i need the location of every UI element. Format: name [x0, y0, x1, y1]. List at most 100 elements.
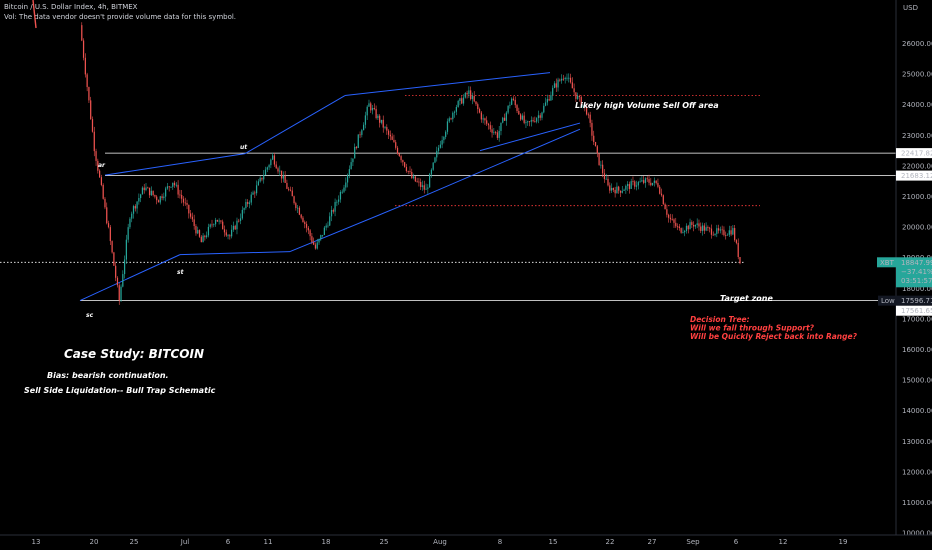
candle-body — [348, 169, 350, 175]
time-tick-label: 6 — [226, 538, 231, 546]
candle-body — [568, 77, 570, 79]
candle — [425, 183, 427, 190]
candle-body — [650, 182, 652, 186]
candle-body — [684, 230, 686, 233]
candle — [536, 117, 538, 124]
candle-body — [209, 224, 211, 227]
candle-body — [82, 40, 85, 58]
candle — [341, 189, 343, 194]
candle-body — [589, 114, 591, 123]
candle-body — [141, 187, 144, 195]
candle — [125, 234, 128, 265]
candle — [300, 213, 302, 220]
candle-body — [648, 179, 650, 183]
candle-body — [457, 100, 459, 107]
candle — [598, 153, 600, 166]
candle-body — [719, 229, 722, 231]
candle — [313, 237, 315, 246]
candle-body — [726, 234, 729, 236]
low-tag-label: Low — [881, 297, 895, 305]
candle — [470, 86, 472, 101]
candle — [200, 235, 202, 243]
candle-body — [405, 166, 408, 172]
candle — [159, 195, 161, 205]
candle — [359, 131, 361, 139]
time-tick-label: 20 — [90, 538, 99, 546]
candle — [678, 224, 680, 231]
extra-price-label: 17561.65 — [901, 307, 932, 315]
time-tick-label: Sep — [686, 538, 700, 546]
price-tick-label: 12000.00 — [902, 468, 932, 476]
candle — [225, 229, 227, 237]
candle-body — [377, 115, 379, 118]
candle-body — [669, 217, 672, 220]
candle — [568, 73, 570, 83]
candle-body — [676, 226, 679, 228]
candle — [411, 168, 413, 179]
candle — [637, 180, 639, 190]
candle — [84, 53, 86, 78]
candle-body — [321, 234, 324, 236]
candle-body — [305, 223, 308, 228]
candle-body — [138, 197, 140, 202]
candle-body — [320, 234, 322, 240]
candle-body — [544, 102, 547, 106]
candle-body — [477, 104, 479, 110]
candle — [528, 120, 531, 127]
candle-body — [230, 229, 233, 237]
candle-body — [109, 227, 111, 242]
candle-body — [577, 95, 579, 99]
candle-body — [195, 226, 197, 234]
candle — [115, 262, 117, 282]
candle-body — [625, 185, 627, 190]
candle-body — [214, 219, 217, 225]
candle — [635, 180, 638, 191]
candle — [257, 179, 260, 186]
time-tick-label: 8 — [498, 538, 502, 546]
candle — [106, 202, 108, 225]
candle-body — [382, 119, 384, 128]
candle — [457, 99, 459, 108]
candle — [430, 168, 433, 178]
candle-body — [637, 182, 639, 186]
candle — [118, 282, 120, 305]
candle — [730, 225, 732, 237]
candle — [684, 229, 686, 237]
level-tag-label: 17596.71 — [901, 297, 932, 305]
candle — [555, 78, 557, 93]
candle — [516, 103, 518, 113]
candle-body — [646, 178, 648, 180]
candle — [81, 22, 83, 42]
candle — [220, 220, 222, 224]
candle-body — [453, 111, 456, 113]
candle — [97, 158, 99, 174]
candle — [305, 221, 308, 233]
candle-body — [687, 225, 689, 230]
candle — [714, 233, 716, 237]
candle — [379, 114, 381, 128]
candle — [594, 141, 597, 147]
time-axis: 13 20 25 Jul 6 11 18 25 Aug 8 15 22 27 Sep 6 12 19 — [0, 534, 932, 546]
candle-body — [323, 227, 326, 235]
candle — [521, 113, 524, 121]
time-tick-label: Jul — [180, 538, 190, 546]
candle-body — [618, 186, 620, 191]
candle-body — [329, 216, 331, 226]
candle-body — [505, 112, 507, 121]
candle-body — [118, 285, 120, 301]
candle-body — [154, 195, 156, 197]
candle-body — [97, 160, 99, 171]
candle — [539, 113, 541, 121]
candle-body — [332, 210, 334, 212]
candle — [314, 242, 317, 250]
candle-body — [239, 218, 242, 221]
candle — [432, 162, 434, 171]
candle-body — [161, 196, 163, 199]
candle — [416, 177, 418, 183]
candle — [164, 186, 167, 202]
candle — [709, 226, 711, 233]
candle-body — [521, 115, 524, 120]
candle-body — [227, 235, 229, 237]
candle — [503, 113, 506, 121]
